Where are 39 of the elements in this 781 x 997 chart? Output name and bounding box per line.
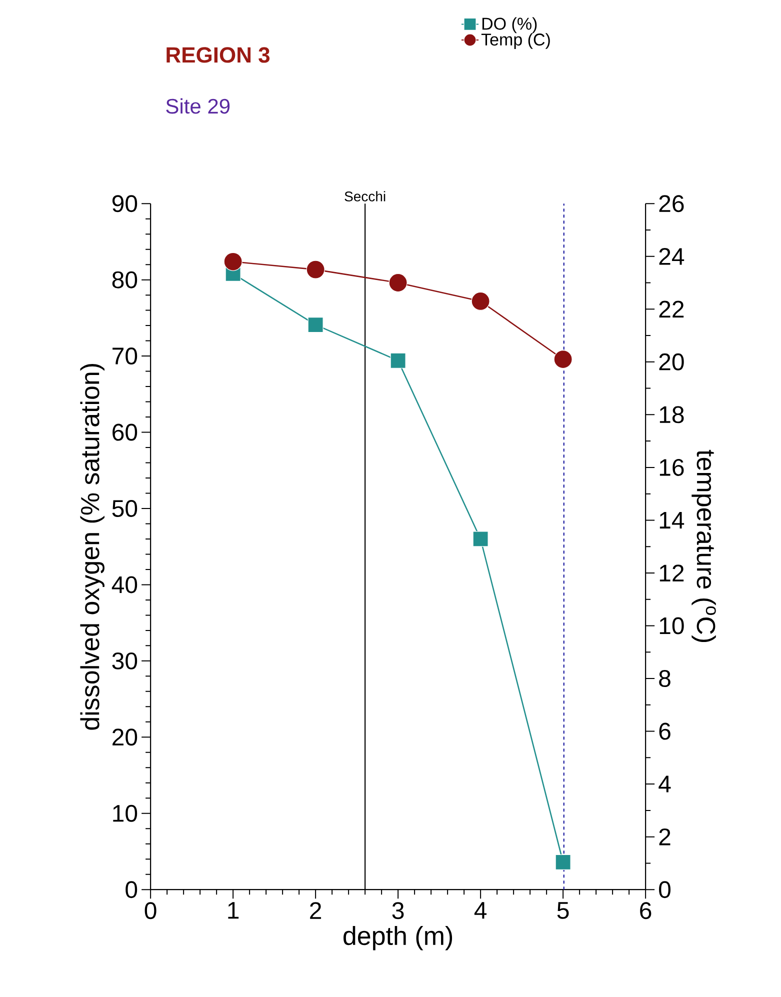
chart-title: REGION 3 <box>166 47 270 63</box>
x-tick-label: 5 <box>557 902 569 919</box>
y2-tick-label: 0 <box>659 881 670 898</box>
y2-tick-label: 14 <box>660 512 684 528</box>
y2-tick-label: 12 <box>660 564 684 582</box>
x-axis-title: depth (m) <box>344 926 452 950</box>
y-axis-title: dissolved oxygen (% saturation) <box>80 364 104 730</box>
y2-tick-label: 18 <box>660 406 684 424</box>
y2-tick-label: 22 <box>659 300 684 318</box>
y2-tick-label: 4 <box>658 776 671 792</box>
y-tick-label: 60 <box>112 424 138 441</box>
y2-tick-label: 20 <box>659 353 684 370</box>
y2-tick-label: 26 <box>659 195 684 212</box>
y2-tick-label: 16 <box>660 458 684 476</box>
y2-tick-label: 6 <box>659 722 670 740</box>
x-tick-label: 0 <box>144 902 156 920</box>
y2-tick-label: 8 <box>659 670 670 688</box>
y-tick-label: 0 <box>126 881 138 898</box>
y2-tick-label: 24 <box>659 248 684 265</box>
y-tick-label: 20 <box>112 728 138 746</box>
chart-subtitle: Site 29 <box>166 98 230 114</box>
x-tick-label: 1 <box>228 902 239 919</box>
x-tick-label: 4 <box>474 902 487 919</box>
y-tick-label: 40 <box>112 576 138 594</box>
ref-line-label: Secchi <box>344 191 386 202</box>
y2-tick-label: 10 <box>660 617 684 634</box>
y-tick-label: 10 <box>113 804 138 822</box>
y-tick-label: 30 <box>112 652 138 670</box>
x-tick-label: 2 <box>310 902 322 919</box>
x-tick-label: 3 <box>392 902 404 920</box>
legend-label: DO (%) <box>482 17 537 34</box>
y2-axis-title: temperature ($^{o}$C) <box>692 450 716 642</box>
y-tick-label: 50 <box>112 500 138 517</box>
y-tick-label: 80 <box>112 271 138 288</box>
y2-tick-label: 2 <box>659 828 670 846</box>
y-tick-label: 90 <box>112 195 138 212</box>
x-tick-label: 6 <box>640 902 652 920</box>
y-tick-label: 70 <box>112 348 138 365</box>
legend-label: Temp (C) <box>481 33 550 49</box>
